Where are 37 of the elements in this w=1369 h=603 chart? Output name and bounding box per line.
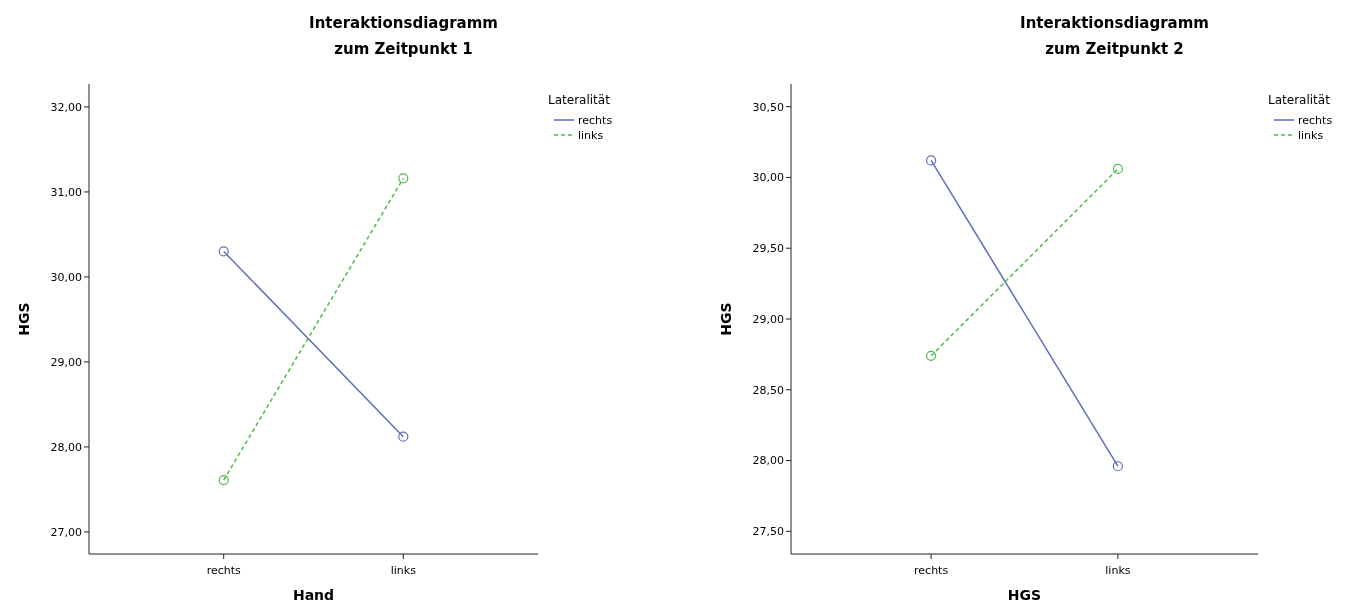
y-tick-label: 31,00 (50, 185, 82, 199)
legend-title: Lateralität (1268, 93, 1331, 107)
x-axis-title: HGS (1007, 587, 1042, 603)
y-tick-label: 32,00 (50, 100, 82, 114)
point (926, 350, 937, 361)
point (926, 155, 937, 166)
y-tick-label: 29,00 (50, 355, 82, 369)
x-axis-title: Hand (292, 587, 335, 603)
y-axis-title: HGS (16, 302, 32, 336)
y-tick-label: 28,00 (50, 440, 82, 454)
point (398, 431, 409, 442)
x-tick-label: links (1105, 564, 1131, 577)
y-tick-label: 29,00 (752, 312, 784, 326)
y-tick-label: 30,50 (752, 100, 784, 114)
y-tick-label: 30,00 (50, 270, 82, 284)
x-tick-label: links (390, 564, 417, 577)
point (1112, 461, 1123, 472)
y-axis-title: HGS (718, 302, 734, 336)
x-tick-label: rechts (914, 564, 949, 577)
y-tick-label: 27,50 (752, 525, 784, 539)
point (398, 173, 409, 184)
chart-title: Interaktionsdiagramm zum Zeitpunkt 1 (309, 14, 498, 58)
y-tick-label: 28,00 (752, 454, 784, 468)
legend-label: rechts (578, 113, 613, 127)
y-tick-label: 28,50 (752, 383, 784, 397)
legend-label: rechts (1298, 113, 1333, 127)
legend-label: links (578, 128, 604, 142)
y-tick-label: 30,00 (752, 171, 784, 185)
legend-title: Lateralität (548, 93, 611, 107)
chart-title: Interaktionsdiagramm zum Zeitpunkt 2 (1020, 14, 1209, 58)
y-tick-label: 27,00 (50, 525, 82, 539)
point (218, 246, 229, 257)
y-tick-label: 29,50 (752, 242, 784, 256)
point (1112, 163, 1123, 175)
x-tick-label: rechts (206, 564, 242, 577)
point (218, 474, 229, 486)
legend-label: links (1298, 128, 1324, 142)
